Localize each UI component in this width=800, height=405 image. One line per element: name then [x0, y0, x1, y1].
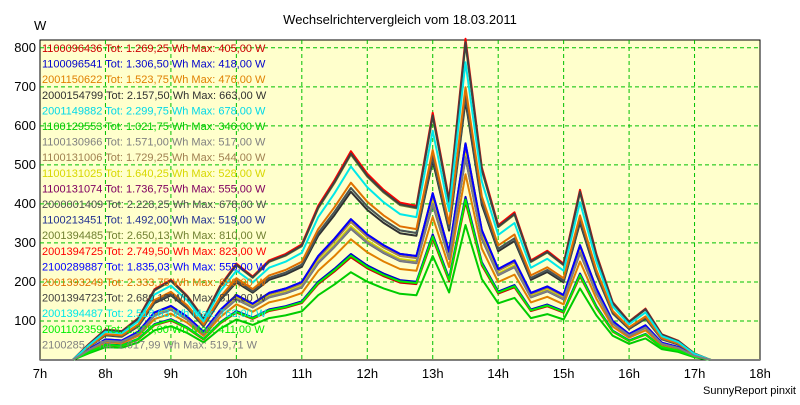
legend-entry-16: 2001394723 Tot: 2.680,13 Wh Max: 814,00 …	[42, 293, 267, 305]
legend-entry-7: 1100131006 Tot: 1.729,25 Wh Max: 544,00 …	[42, 152, 266, 164]
legend-entry-4: 2001149882 Tot: 2.299,75 Wh Max: 678,00 …	[42, 105, 266, 117]
x-tick-label-8: 15h	[553, 366, 575, 381]
y-tick-label-6: 700	[14, 79, 36, 94]
series-line-18	[40, 198, 760, 361]
legend-entry-9: 1100131074 Tot: 1.736,75 Wh Max: 555,00 …	[42, 183, 266, 195]
x-tick-label-10: 17h	[684, 366, 706, 381]
y-tick-label-2: 300	[14, 235, 36, 250]
x-tick-label-5: 12h	[356, 366, 378, 381]
series-line-16	[40, 41, 760, 361]
legend-entry-6: 1100130966 Tot: 1.571,00 Wh Max: 517,00 …	[42, 137, 266, 149]
legend-entry-15: 2001393249 Tot: 2.333,75 Wh Max: 699,00 …	[42, 277, 267, 289]
series-line-14	[40, 142, 760, 361]
x-tick-label-11: 18h	[749, 366, 771, 381]
series-line-5	[40, 224, 760, 361]
legend-entry-2: 2001150622 Tot: 1.523,75 Wh Max: 476,00 …	[42, 74, 266, 86]
x-tick-label-1: 8h	[98, 366, 112, 381]
chart-title: Wechselrichtervergleich vom 18.03.2011	[283, 12, 517, 27]
legend-entry-8: 1100131025 Tot: 1.640,25 Wh Max: 528,00 …	[42, 168, 266, 180]
series-lines	[40, 37, 760, 361]
x-tick-label-3: 10h	[226, 366, 248, 381]
plot-area	[39, 39, 761, 361]
legend-entry-0: 1100096436 Tot: 1.269,25 Wh Max: 405,00 …	[42, 43, 266, 55]
y-tick-label-1: 200	[14, 274, 36, 289]
y-tick-label-5: 600	[14, 118, 36, 133]
series-line-2	[40, 173, 760, 361]
series-line-15	[40, 86, 760, 361]
legend-entry-3: 2000154799 Tot: 2.157,50 Wh Max: 663,00 …	[42, 90, 267, 102]
y-tick-label-3: 400	[14, 196, 36, 211]
x-axis-ticks: 7h 8h 9h 10h 11h 12h 13h 14h 15h 16h 17h 18h	[33, 366, 771, 381]
x-tick-label-4: 11h	[291, 366, 312, 381]
y-tick-label-7: 800	[14, 40, 36, 55]
legend-entry-10: 2000001409 Tot: 2.228,25 Wh Max: 678,00 …	[42, 199, 267, 211]
legend-entry-11: 1100213451 Tot: 1.492,00 Wh Max: 519,00 …	[42, 215, 266, 227]
legend-entry-17: 2001394487 Tot: 2.518,63 Wh Max: 763,00 …	[42, 308, 267, 320]
y-tick-label-4: 500	[14, 157, 36, 172]
legend-entry-18: 2001102359 Tot: 1.325,00 Wh Max: 411,00 …	[42, 324, 265, 336]
x-tick-label-2: 9h	[164, 366, 178, 381]
legend-entry-14: 2100289887 Tot: 1.835,03 Wh Max: 555,00 …	[42, 261, 267, 273]
x-tick-label-0: 7h	[33, 366, 47, 381]
legend-entry-13: 2001394725 Tot: 2.749,50 Wh Max: 823,00 …	[42, 246, 267, 258]
series-line-19	[40, 156, 760, 361]
legend: 1100096436 Tot: 1.269,25 Wh Max: 405,00 …	[42, 43, 267, 351]
x-tick-label-6: 13h	[422, 366, 444, 381]
legend-entry-1: 1100096541 Tot: 1.306,50 Wh Max: 418,00 …	[42, 59, 266, 71]
y-axis-ticks: 100 200 300 400 500 600 700 800	[14, 40, 36, 328]
footer-credit: SunnyReport pinxit	[703, 385, 796, 397]
legend-entry-19: 2100285... Tot: 1.617,99 Wh Max: 519,71 …	[42, 339, 258, 351]
x-tick-label-9: 16h	[618, 366, 640, 381]
x-tick-label-7: 14h	[487, 366, 509, 381]
legend-entry-12: 2001394485 Tot: 2.650,13 Wh Max: 810,00 …	[42, 230, 267, 242]
series-line-17	[40, 61, 760, 361]
y-axis-label: W	[34, 18, 47, 33]
legend-entry-5: 1100129553 Tot: 1.021,75 Wh Max: 346,00 …	[42, 121, 266, 133]
y-tick-label-0: 100	[14, 313, 36, 328]
